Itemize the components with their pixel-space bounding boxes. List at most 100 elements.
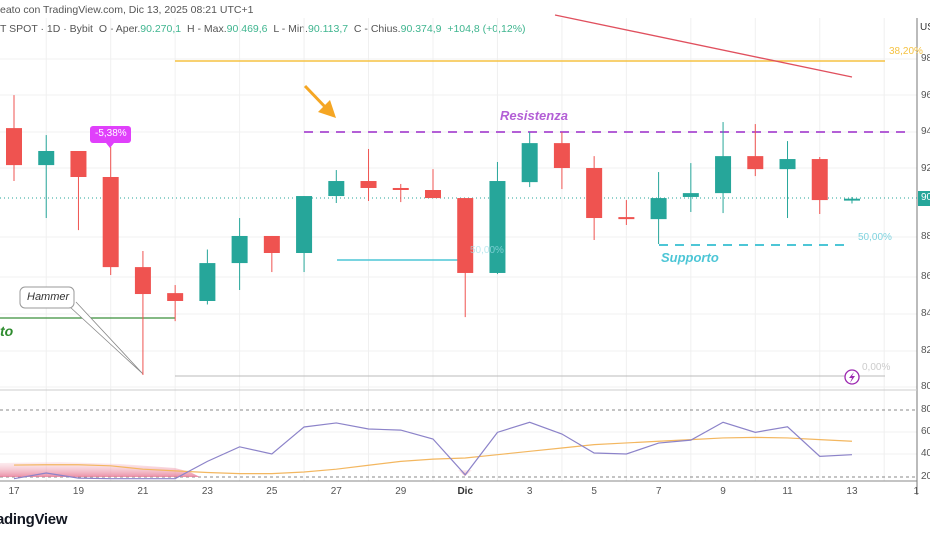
candle[interactable] [489, 161, 506, 275]
time-tick: 29 [395, 486, 407, 497]
price-tick: 88.000 [921, 231, 930, 242]
time-tick: 19 [72, 486, 85, 497]
candle-body [392, 187, 409, 190]
candle-body [457, 198, 474, 273]
rsi-oversold-fill [0, 462, 200, 477]
candle[interactable] [618, 200, 635, 225]
candle-body [424, 190, 441, 199]
drop-badge[interactable] [90, 126, 131, 143]
candle-body [328, 181, 345, 197]
candle-body [715, 156, 732, 194]
close-label: C - Chius. [353, 23, 401, 35]
candle[interactable] [779, 141, 796, 219]
rsi-line [13, 421, 853, 480]
ohlc-legend: T SPOT · 1D · Bybit O - Aper.90.270,1 H … [0, 23, 526, 35]
candle[interactable] [263, 235, 280, 273]
current-price-badge [918, 191, 930, 206]
price-axis[interactable]: USDT 98.000 96.000 94.000 92.000 90.374,… [920, 0, 930, 480]
time-tick: Dic [457, 486, 473, 497]
candle[interactable] [328, 170, 345, 204]
close-value: 90.374,9 [400, 23, 442, 35]
candle[interactable] [296, 196, 313, 273]
hammer-callout[interactable] [19, 286, 75, 309]
candle[interactable] [457, 198, 474, 318]
open-value: 90.270,1 [140, 23, 182, 35]
candle-body [843, 198, 860, 201]
fib-50-inner-label: 50,00% [470, 245, 504, 256]
hammer-label: Hammer [27, 291, 70, 303]
candle[interactable] [553, 132, 570, 190]
rsi-tick: 60 [921, 426, 930, 437]
candle[interactable] [811, 157, 828, 214]
hammer-callout-pointer [69, 301, 144, 375]
fib-50-label: 50,00% [858, 232, 892, 243]
candle[interactable] [6, 95, 22, 182]
candle[interactable] [521, 132, 538, 188]
low-label: L - Min. [273, 23, 308, 35]
time-tick: 11 [782, 486, 793, 497]
candle[interactable] [134, 250, 151, 375]
time-tick: 9 [720, 486, 726, 497]
candle-body [360, 181, 377, 188]
candles [6, 95, 860, 375]
candle[interactable] [167, 285, 184, 322]
drop-badge-pointer [106, 143, 114, 148]
price-tick: 98.000 [921, 53, 930, 64]
created-caption: eato con TradingView.com, Dic 13, 2025 0… [0, 4, 254, 16]
candle-body [618, 217, 635, 220]
lightning-icon[interactable] [844, 369, 860, 385]
low-value: 90.113,7 [307, 23, 349, 35]
candle-body [6, 128, 22, 166]
rsi-tick: 40 [921, 448, 930, 459]
candle-body [650, 198, 667, 220]
high-label: H - Max. [186, 23, 227, 35]
price-tick: 96.000 [921, 90, 930, 101]
rsi-tick: 80 [921, 404, 930, 415]
time-tick: 15 [913, 486, 919, 497]
candle-body [38, 150, 55, 166]
candle[interactable] [231, 218, 248, 290]
time-tick: 21 [137, 486, 149, 497]
candle[interactable] [843, 196, 860, 204]
candle[interactable] [586, 156, 603, 240]
rsi-ma-line [13, 436, 853, 475]
candle[interactable] [38, 135, 55, 219]
candle-body [521, 143, 538, 183]
time-tick: 7 [655, 486, 662, 497]
fib-0-label: 0,00% [862, 362, 891, 373]
time-tick: 27 [330, 486, 342, 497]
candle[interactable] [360, 148, 377, 201]
candle[interactable] [650, 172, 667, 245]
price-tick: 86.000 [921, 271, 930, 282]
candle[interactable] [715, 122, 732, 214]
arrow-icon[interactable] [303, 84, 336, 118]
time-tick: 17 [8, 486, 20, 497]
candle[interactable] [392, 183, 409, 203]
candle-body [682, 193, 699, 197]
trend-line[interactable] [554, 14, 853, 78]
candle[interactable] [682, 163, 699, 212]
candle-body [199, 263, 216, 301]
candle[interactable] [102, 146, 119, 275]
candle-body [489, 181, 506, 273]
candle-body [586, 168, 603, 219]
price-tick: 92.000 [921, 163, 930, 174]
candle-body [779, 159, 796, 170]
time-tick: 23 [201, 486, 213, 497]
tradingview-logo: adingView [0, 511, 68, 528]
candle-body [553, 143, 570, 169]
support-left-label: to [0, 323, 14, 339]
candle-body [747, 156, 764, 170]
candle[interactable] [199, 249, 216, 305]
candle[interactable] [747, 124, 764, 177]
candle-body [167, 293, 184, 301]
candle[interactable] [70, 150, 87, 231]
candle-body [134, 267, 151, 295]
candle-body [263, 235, 280, 254]
time-tick: 13 [846, 486, 858, 497]
open-label: O - Aper. [98, 23, 141, 35]
rsi-tick: 20 [921, 471, 930, 480]
candle[interactable] [424, 169, 441, 199]
high-value: 90.469,6 [226, 23, 268, 35]
